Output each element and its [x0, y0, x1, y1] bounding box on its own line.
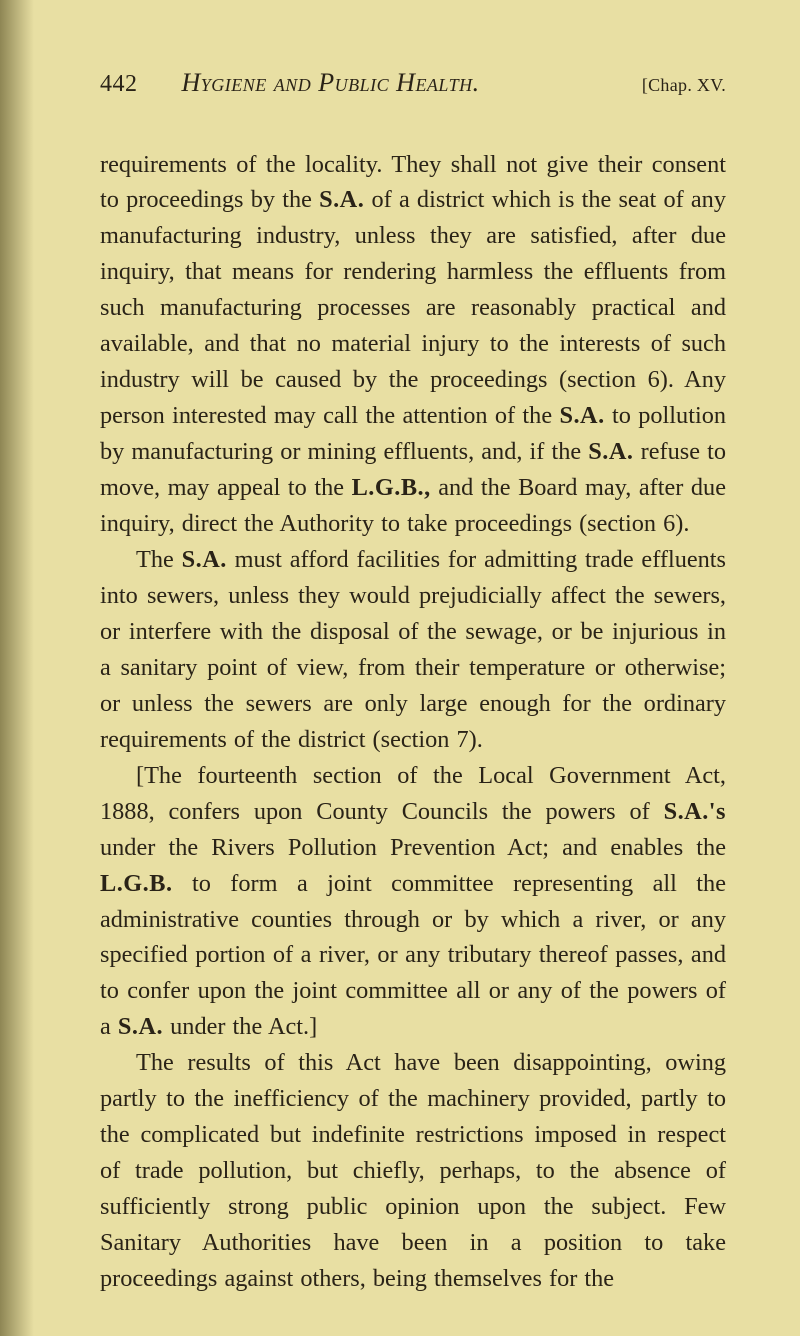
paragraph-1: requirements of the locality. They shall… [100, 147, 726, 542]
page-number: 442 [100, 67, 138, 103]
paragraph-3: [The fourteenth section of the Local Gov… [100, 758, 726, 1046]
chapter-reference: [Chap. XV. [642, 72, 726, 99]
abbrev-sa: S.A. [182, 546, 227, 573]
abbrev-sas: S.A.'s [664, 798, 726, 825]
abbrev-lgb: L.G.B. [100, 870, 173, 897]
paragraph-4: The results of this Act have been disapp… [100, 1045, 726, 1297]
abbrev-lgb: L.G.B., [352, 474, 431, 501]
running-title: Hygiene and Public Health. [182, 64, 642, 102]
page: 442 Hygiene and Public Health. [Chap. XV… [0, 0, 800, 1336]
abbrev-sa: S.A. [588, 438, 633, 465]
paragraph-2: The S.A. must afford facilities for admi… [100, 542, 726, 758]
text: [The fourteenth section of the Local Gov… [100, 762, 726, 825]
running-title-text: Hygiene and Public Health. [182, 68, 480, 97]
abbrev-sa: S.A. [319, 186, 364, 213]
text: The [136, 546, 182, 573]
text: under the Act.] [163, 1013, 317, 1040]
running-header: 442 Hygiene and Public Health. [Chap. XV… [100, 64, 726, 103]
abbrev-sa: S.A. [559, 402, 604, 429]
text: under the Rivers Pollution Prevention Ac… [100, 834, 726, 861]
abbrev-sa: S.A. [118, 1013, 163, 1040]
text: of a district which is the seat of any m… [100, 186, 726, 429]
text: The results of this Act have been disapp… [100, 1049, 726, 1292]
text: must afford facilities for admitting tra… [100, 546, 726, 753]
